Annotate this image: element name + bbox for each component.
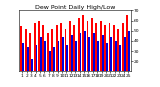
Bar — [44, 41, 46, 82]
Bar — [109, 23, 110, 82]
Title: Dew Point Daily High/Low: Dew Point Daily High/Low — [35, 5, 115, 10]
Bar — [110, 37, 112, 82]
Bar — [97, 41, 99, 82]
Text: Milwaukee, dew: Milwaukee, dew — [0, 23, 1, 58]
Bar — [27, 47, 28, 82]
Bar — [122, 23, 124, 82]
Bar — [119, 45, 121, 82]
Bar — [25, 29, 27, 82]
Bar — [43, 25, 44, 82]
Bar — [34, 23, 36, 82]
Bar — [71, 35, 73, 82]
Bar — [91, 18, 93, 82]
Bar — [51, 29, 53, 82]
Bar — [128, 31, 130, 82]
Bar — [73, 25, 75, 82]
Bar — [49, 51, 51, 82]
Bar — [124, 37, 126, 82]
Bar — [78, 18, 80, 82]
Bar — [95, 23, 97, 82]
Bar — [31, 59, 33, 82]
Bar — [36, 45, 37, 82]
Bar — [126, 15, 128, 82]
Bar — [88, 37, 90, 82]
Bar — [69, 21, 71, 82]
Bar — [100, 21, 102, 82]
Bar — [20, 26, 22, 82]
Bar — [117, 29, 119, 82]
Bar — [113, 25, 115, 82]
Bar — [62, 37, 64, 82]
Bar — [22, 43, 24, 82]
Bar — [47, 33, 49, 82]
Bar — [93, 33, 95, 82]
Bar — [66, 45, 68, 82]
Bar — [115, 41, 117, 82]
Bar — [29, 33, 31, 82]
Bar — [60, 23, 62, 82]
Bar — [84, 31, 86, 82]
Bar — [40, 37, 42, 82]
Bar — [87, 21, 88, 82]
Bar — [75, 41, 77, 82]
Bar — [106, 43, 108, 82]
Bar — [82, 15, 84, 82]
Bar — [102, 35, 104, 82]
Bar — [64, 29, 66, 82]
Bar — [80, 33, 81, 82]
Bar — [58, 41, 59, 82]
Bar — [104, 25, 106, 82]
Bar — [56, 25, 58, 82]
Bar — [53, 47, 55, 82]
Bar — [38, 21, 40, 82]
